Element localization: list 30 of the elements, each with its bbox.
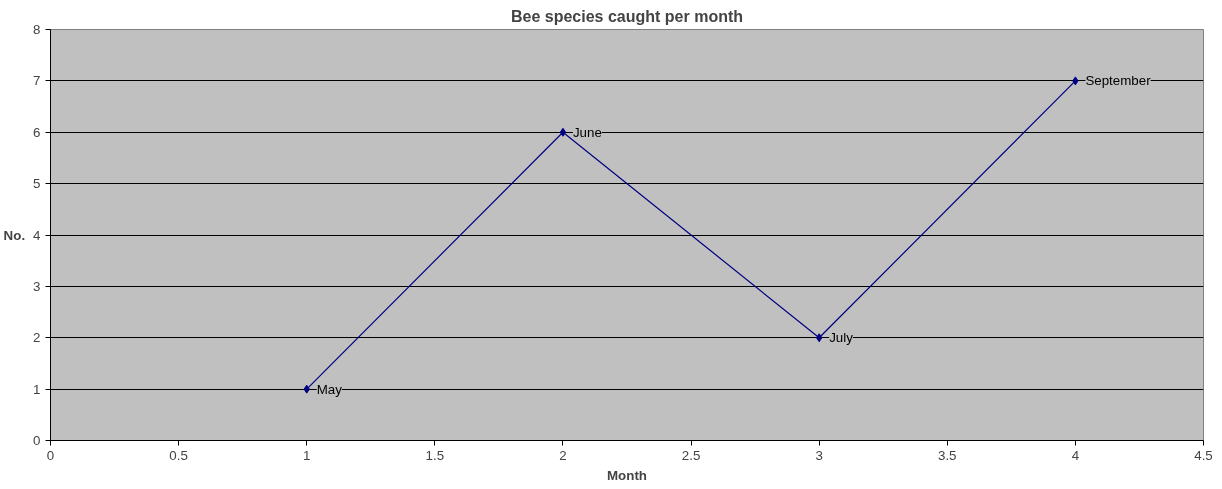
y-tick-label: 5	[33, 176, 41, 192]
annotation: September	[1085, 73, 1152, 89]
point	[559, 127, 567, 137]
y-tick-label: 8	[33, 22, 41, 37]
annotation: July	[829, 330, 854, 346]
x-tick-label: 3	[815, 447, 823, 463]
x-tick-label: 4.5	[1194, 447, 1213, 463]
x-tick-label: 2.5	[681, 447, 701, 463]
x-tick-label: 2	[559, 447, 567, 463]
y-tick-label: 6	[33, 124, 41, 140]
x-tick-label: 4	[1071, 447, 1080, 463]
y-axis-title: No.	[3, 227, 26, 243]
y-tick-label: 0	[33, 433, 41, 448]
x-tick-label: 3.5	[938, 447, 957, 463]
point	[816, 333, 823, 343]
x-tick-label: 1	[303, 447, 311, 463]
y-tick-label: 1	[33, 381, 41, 397]
y-tick-label: 2	[33, 330, 41, 346]
annotation: May	[316, 381, 343, 397]
y-tick-label: 4	[33, 227, 42, 243]
y-tick-label: 7	[33, 73, 41, 89]
chart-title: Bee species caught per month	[510, 7, 744, 25]
point	[1072, 76, 1079, 86]
y-tick-label: 3	[33, 278, 41, 294]
x-tick-label: 1.5	[425, 447, 445, 463]
annotation: June	[572, 124, 602, 140]
x-tick-label: 0.5	[169, 447, 188, 463]
x-tick-label: 0	[46, 447, 55, 463]
x-axis-title: Month	[607, 467, 647, 483]
point	[303, 384, 310, 394]
